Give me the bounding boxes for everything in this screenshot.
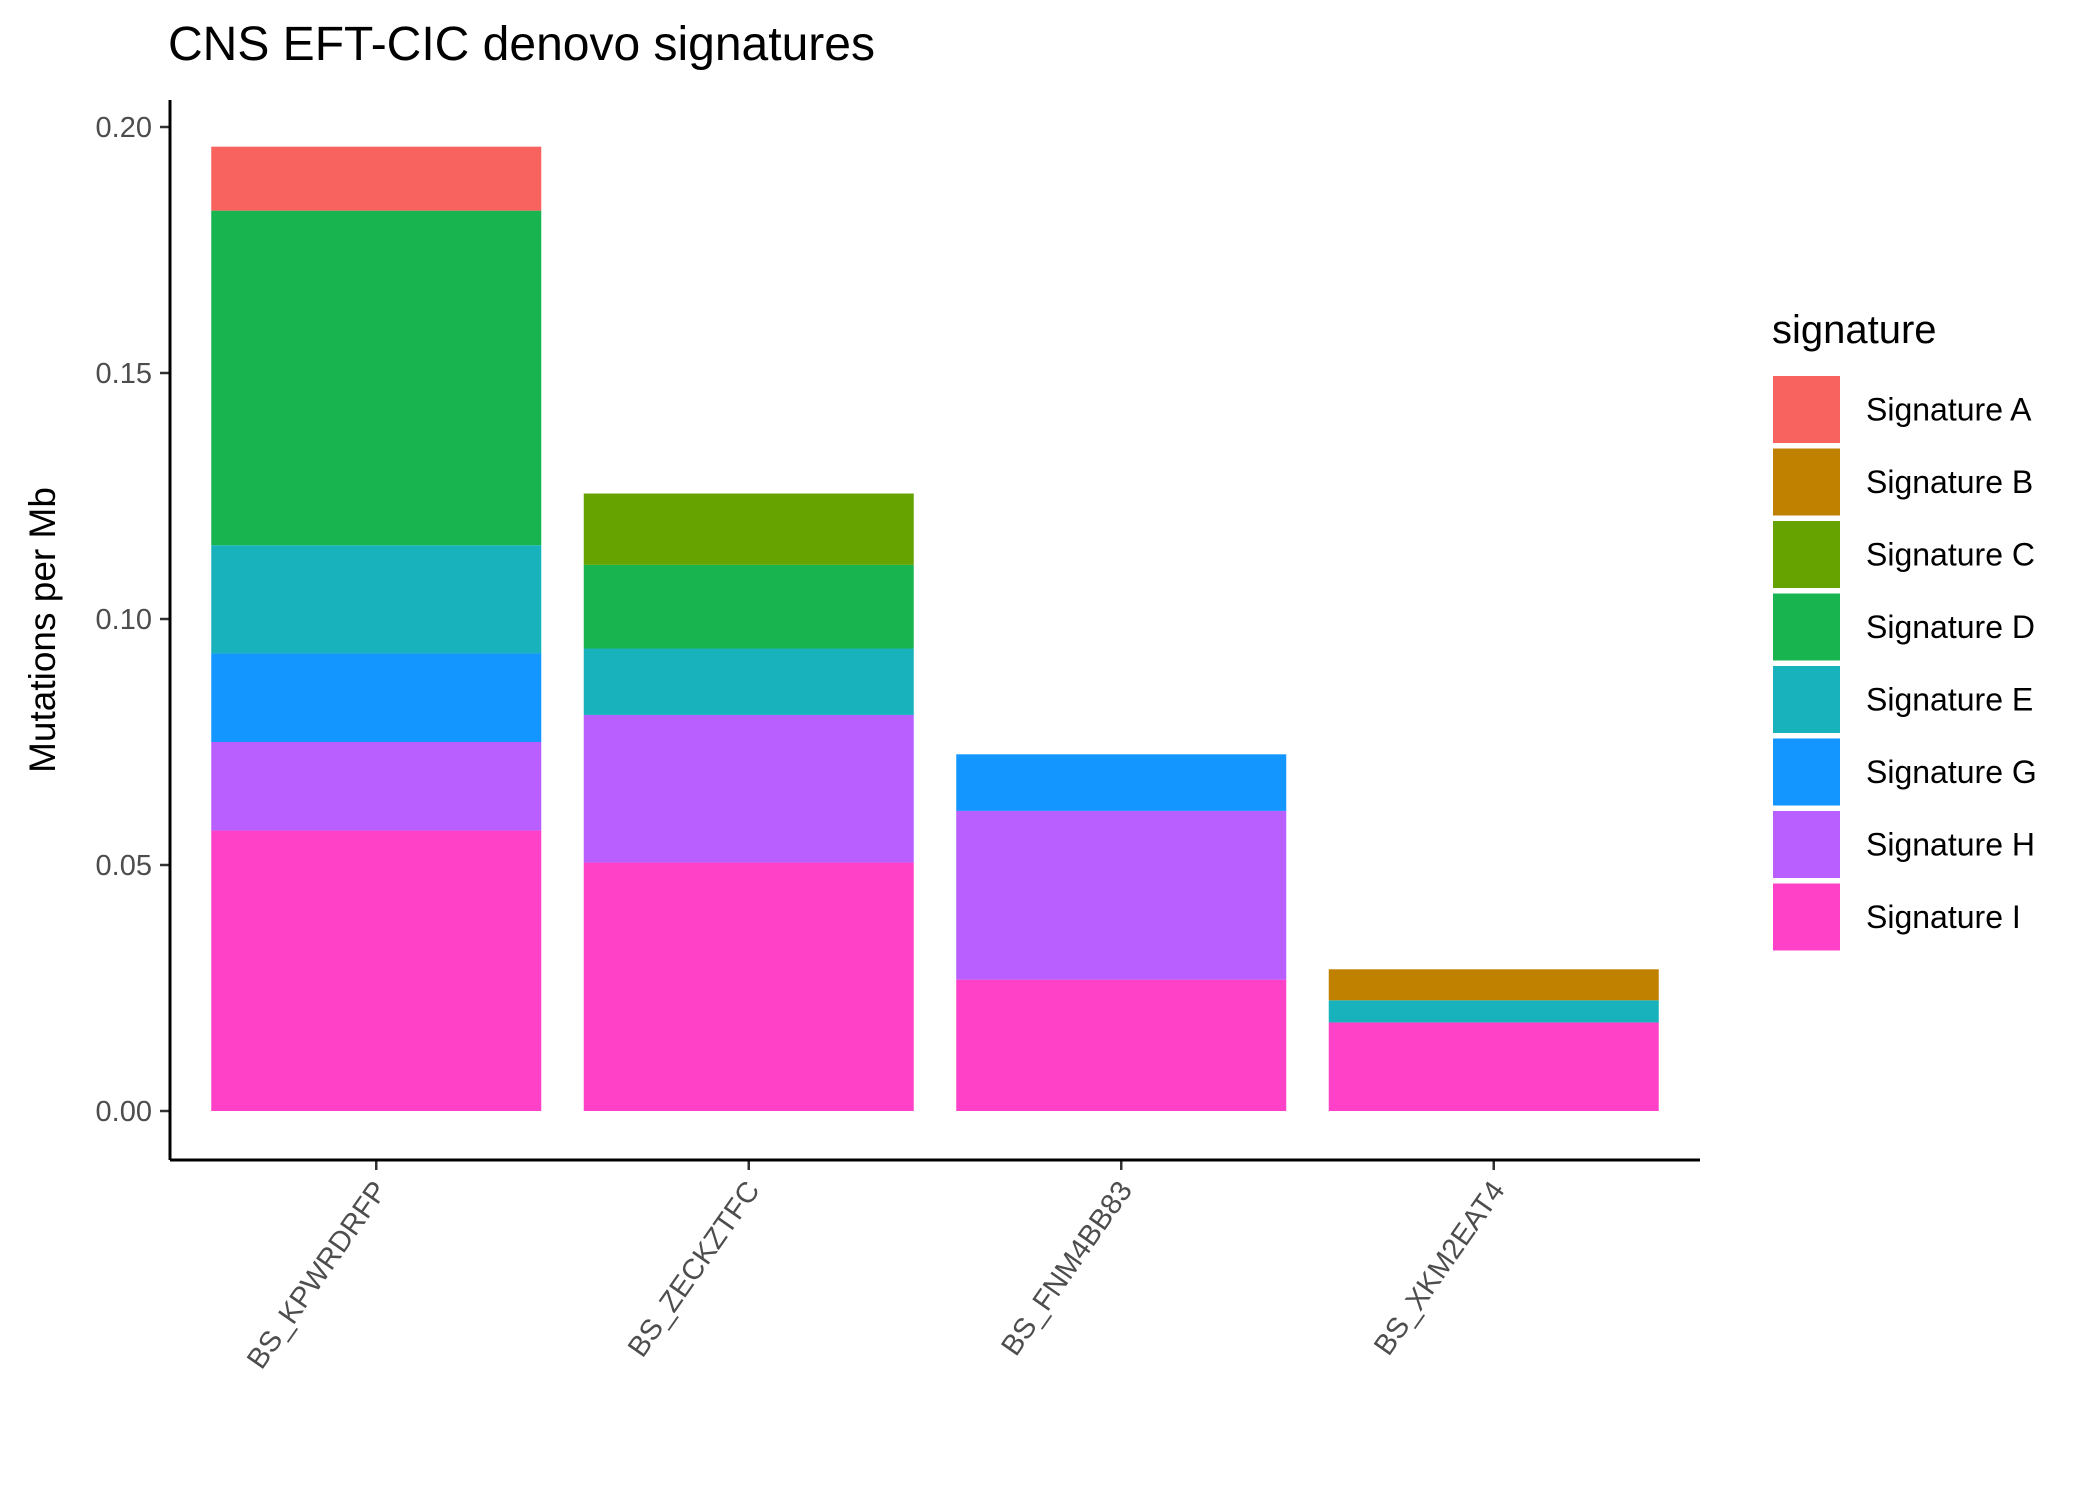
legend-label: Signature H: [1866, 827, 2035, 863]
bar-segment-signature-i-bs_kpwrdrfp: [211, 830, 542, 1111]
y-axis-title: Mutations per Mb: [22, 487, 63, 773]
bar-segment-signature-c-bs_zeckztfc: [583, 493, 914, 565]
legend-label: Signature I: [1866, 899, 2021, 935]
bar-segment-signature-b-bs_xkm2eat4: [1328, 969, 1659, 1001]
legend-key-signature-i: [1773, 883, 1840, 951]
legend-label: Signature D: [1866, 609, 2035, 645]
bar-segment-signature-h-bs_kpwrdrfp: [211, 742, 542, 831]
y-tick-label: 0.05: [96, 850, 152, 882]
y-tick-label: 0.20: [96, 112, 152, 144]
y-tick-label: 0.00: [96, 1096, 152, 1128]
legend-label: Signature E: [1866, 682, 2033, 718]
bar-segment-signature-h-bs_zeckztfc: [583, 714, 914, 863]
y-tick-label: 0.15: [96, 358, 152, 390]
bar-segment-signature-h-bs_fnm4bb83: [956, 810, 1287, 980]
legend-title: signature: [1772, 308, 1937, 352]
bar-segment-signature-a-bs_kpwrdrfp: [211, 146, 542, 211]
bar-segment-signature-e-bs_kpwrdrfp: [211, 545, 542, 654]
legend-key-signature-c: [1773, 521, 1840, 588]
legend-key-signature-g: [1773, 738, 1840, 806]
x-tick-label: BS_XKM2EAT4: [1368, 1176, 1511, 1362]
legend-label: Signature B: [1866, 464, 2033, 500]
bar-segment-signature-d-bs_zeckztfc: [583, 564, 914, 649]
x-tick-label: BS_FNM4BB83: [995, 1176, 1139, 1362]
legend-label: Signature C: [1866, 537, 2035, 573]
legend-key-signature-e: [1773, 666, 1840, 733]
bar-segment-signature-i-bs_xkm2eat4: [1328, 1022, 1659, 1111]
legend-key-signature-h: [1773, 811, 1840, 878]
y-tick-label: 0.10: [96, 604, 152, 636]
legend-key-signature-d: [1773, 593, 1840, 661]
bar-segment-signature-i-bs_fnm4bb83: [956, 979, 1287, 1111]
plot-area: [211, 146, 1659, 1111]
bar-segment-signature-d-bs_kpwrdrfp: [211, 210, 542, 546]
legend-label: Signature G: [1866, 754, 2037, 790]
legend-key-signature-b: [1773, 448, 1840, 516]
bar-segment-signature-i-bs_zeckztfc: [583, 862, 914, 1111]
bar-segment-signature-g-bs_kpwrdrfp: [211, 653, 542, 742]
bar-segment-signature-g-bs_fnm4bb83: [956, 754, 1287, 811]
x-tick-label: BS_ZECKZTFC: [622, 1176, 767, 1363]
bar-segment-signature-e-bs_zeckztfc: [583, 648, 914, 715]
legend: Signature A Signature B Signature C Signatu…: [1773, 376, 2037, 951]
legend-key-signature-a: [1773, 376, 1840, 443]
bar-segment-signature-e-bs_xkm2eat4: [1328, 1000, 1659, 1023]
x-tick-label: BS_KPWRDRFP: [241, 1176, 394, 1375]
legend-label: Signature A: [1866, 392, 2032, 428]
chart-title: CNS EFT-CIC denovo signatures: [168, 18, 875, 71]
